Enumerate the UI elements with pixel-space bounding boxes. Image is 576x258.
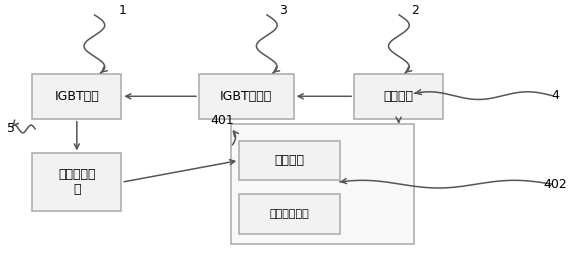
Text: 402: 402: [543, 178, 567, 191]
FancyBboxPatch shape: [230, 124, 414, 245]
Text: 5: 5: [7, 123, 15, 135]
Text: 状态确定单元: 状态确定单元: [270, 209, 309, 219]
Text: 2: 2: [411, 4, 419, 18]
Text: 4: 4: [551, 89, 559, 102]
Text: 3: 3: [279, 4, 287, 18]
FancyBboxPatch shape: [32, 74, 122, 119]
Text: 信号采集模
块: 信号采集模 块: [58, 168, 96, 196]
Text: 接收单元: 接收单元: [274, 154, 305, 167]
FancyBboxPatch shape: [32, 153, 122, 211]
Text: 1: 1: [119, 4, 126, 18]
FancyBboxPatch shape: [199, 74, 294, 119]
FancyBboxPatch shape: [239, 195, 340, 234]
FancyBboxPatch shape: [239, 141, 340, 180]
Text: IGBT模块: IGBT模块: [55, 90, 99, 103]
FancyBboxPatch shape: [354, 74, 443, 119]
Text: IGBT驱动器: IGBT驱动器: [220, 90, 272, 103]
Text: 401: 401: [210, 114, 234, 126]
Text: 监测模块: 监测模块: [384, 90, 414, 103]
